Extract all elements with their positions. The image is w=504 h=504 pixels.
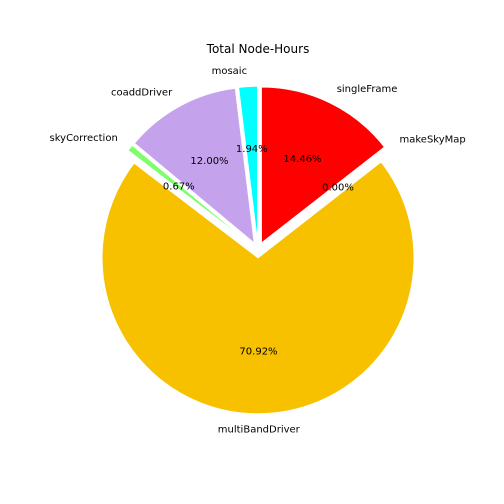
- pct-label-mosaic: 1.94%: [236, 144, 268, 155]
- slice-label-mosaic: mosaic: [212, 66, 247, 77]
- slice-singleframe: [260, 86, 386, 245]
- slice-skycorrection: [127, 144, 253, 246]
- slice-label-singleframe: singleFrame: [337, 84, 398, 95]
- pct-label-singleframe: 14.46%: [283, 154, 321, 165]
- pct-label-skycorrection: 0.67%: [163, 182, 195, 193]
- pct-label-coadddriver: 12.00%: [190, 156, 228, 167]
- pct-label-multibanddriver: 70.92%: [239, 346, 277, 357]
- pie-slices: [101, 85, 415, 415]
- pie-labels: mosaic 1.94% coaddDriver 12.00% skyCorrectio…: [50, 66, 466, 435]
- slice-label-skycorrection: skyCorrection: [50, 133, 118, 144]
- chart-title: Total Node-Hours: [206, 42, 310, 56]
- slice-coadddriver: [133, 87, 255, 245]
- slice-mosaic: [237, 85, 259, 243]
- slice-multibanddriver: [101, 161, 415, 415]
- slice-label-coadddriver: coaddDriver: [111, 88, 173, 99]
- slice-label-makeskymap: makeSkyMap: [400, 135, 466, 146]
- slice-label-multibanddriver: multiBandDriver: [218, 424, 301, 435]
- pct-label-makeskymap: 0.00%: [322, 183, 354, 194]
